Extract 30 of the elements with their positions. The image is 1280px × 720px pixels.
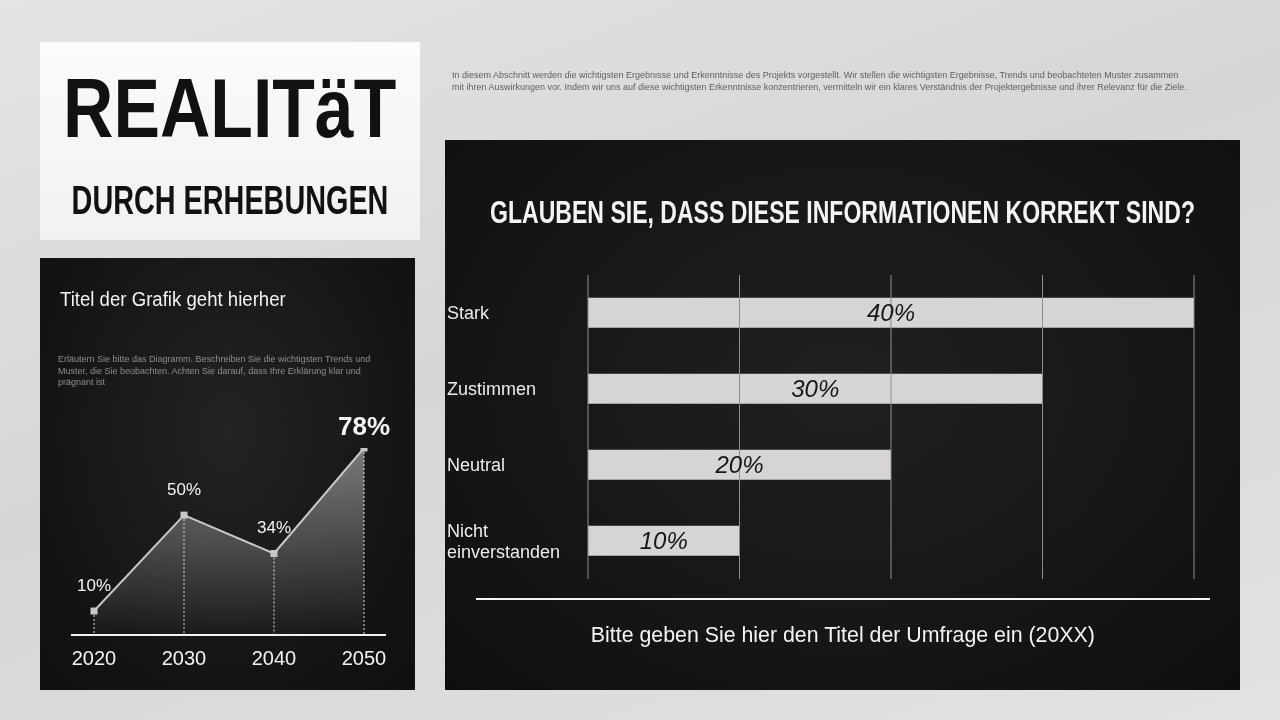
data-label: 34% xyxy=(256,518,292,538)
data-label: 40% xyxy=(866,299,916,327)
data-label: 20% xyxy=(714,451,764,479)
data-label: 30% xyxy=(791,375,840,403)
data-label: 10% xyxy=(76,576,112,596)
y-tick-label: Zustimmen xyxy=(447,379,537,400)
y-tick-label: Neutral xyxy=(447,455,506,476)
text: Bitte geben Sie hier den Titel der Umfrage ein (20XX) xyxy=(590,622,1095,647)
chart-title: Titel der Grafik geht hierher xyxy=(60,288,286,310)
bar xyxy=(588,449,891,480)
data-label: 78% xyxy=(337,411,391,441)
point xyxy=(270,549,278,557)
text: DURCH ERHEBUNGEN xyxy=(71,178,389,222)
bar xyxy=(588,297,1194,328)
bar xyxy=(588,373,1043,404)
text: REALITäT xyxy=(63,61,397,155)
bar xyxy=(588,525,740,556)
text: Erläutern Sie bitte das Diagramm. Beschreiben Sie die wichtigsten Trends und Muster, die Sie beobachten. Achten Sie darauf, dass Ihre Erklärung klar und prägnant ist xyxy=(58,354,371,388)
y-tick-label: Stark xyxy=(447,303,491,324)
x-tick-label: 2050 xyxy=(341,647,387,670)
y-tick-label: Nicht einverstanden xyxy=(447,520,561,562)
x-tick-label: 2040 xyxy=(251,647,297,670)
point xyxy=(90,607,98,615)
data-label: 10% xyxy=(639,527,688,555)
text: In diesem Abschnitt werden die wichtigsten Ergebnisse und Erkenntnisse des Projekts vorgestellt. Wir stellen die wichtigsten Ergebnisse, Trends und beobachteten Muster zusammen mit ihren Auswirkungen vor. Indem wir uns auf diese wichtigsten Erkenntnisse konzentrieren, vermitteln wir ein klares Verständnis der Projektergebnisse und ihrer Relevanz für die Ziele. xyxy=(452,70,1187,92)
x-tick-label: 2020 xyxy=(71,647,117,670)
point xyxy=(180,511,188,519)
chart-title: GLAUBEN SIE, DASS DIESE INFORMATIONEN KORREKT SIND? xyxy=(490,194,1195,230)
x-tick-label: 2030 xyxy=(161,647,207,670)
data-label: 50% xyxy=(166,480,202,500)
